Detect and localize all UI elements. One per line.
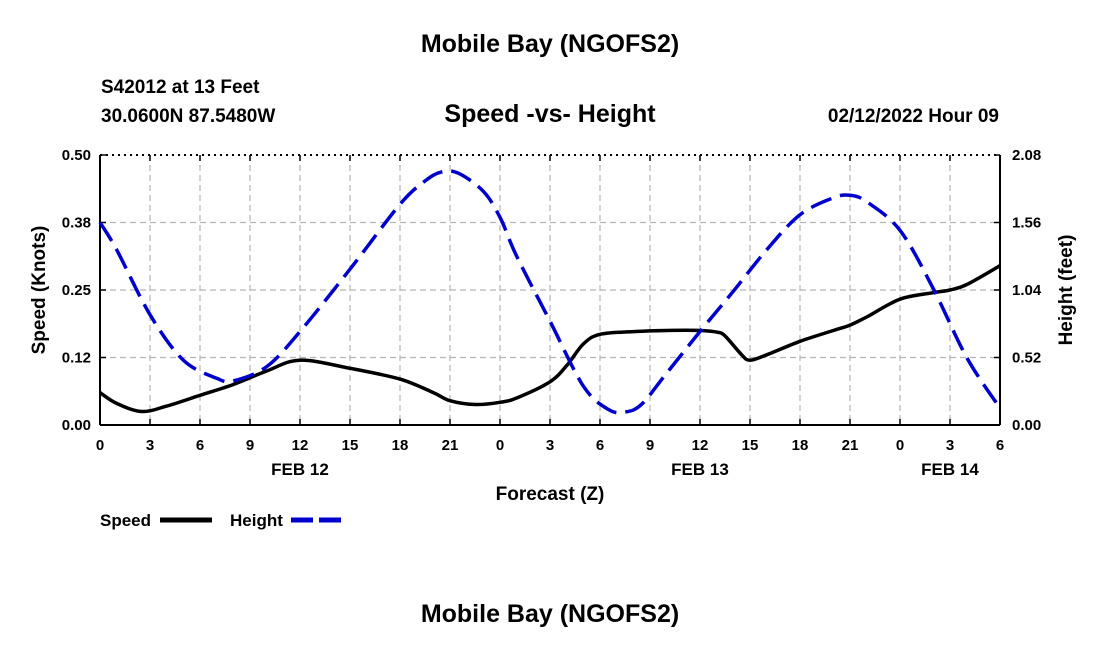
x-tick-label: 0 <box>96 437 104 454</box>
y-tick-label: 0.12 <box>62 350 91 367</box>
x-tick-label: 15 <box>742 437 759 454</box>
date-label: FEB 14 <box>921 460 979 479</box>
x-tick-label: 15 <box>342 437 359 454</box>
x-tick-label: 9 <box>246 437 254 454</box>
coordinates-label: 30.0600N 87.5480W <box>101 106 276 127</box>
x-tick-label: 9 <box>646 437 654 454</box>
bottom-title: Mobile Bay (NGOFS2) <box>420 600 680 628</box>
y-tick-label: 0.38 <box>62 215 91 232</box>
y-tick-label: 0.50 <box>62 147 91 164</box>
station-label: S42012 at 13 Feet <box>101 77 260 98</box>
x-tick-label: 12 <box>692 437 709 454</box>
plot-title: Speed -vs- Height <box>444 100 656 128</box>
y2-tick-label: 1.56 <box>1012 215 1041 232</box>
speed-series-line <box>99 264 1001 414</box>
x-tick-label: 0 <box>896 437 904 454</box>
x-tick-label: 18 <box>392 437 409 454</box>
x-tick-label: 12 <box>292 437 309 454</box>
x-tick-label: 3 <box>546 437 554 454</box>
y-tick-label: 0.00 <box>62 417 91 434</box>
main-title: Mobile Bay (NGOFS2) <box>420 30 680 58</box>
forecast-datetime: 02/12/2022 Hour 09 <box>827 106 999 127</box>
x-tick-label: 21 <box>442 437 459 454</box>
x-tick-label: 6 <box>596 437 604 454</box>
y2-tick-label: 2.08 <box>1012 147 1041 164</box>
legend-speed-label: Speed <box>100 511 151 530</box>
x-tick-label: 6 <box>996 437 1004 454</box>
date-label: FEB 12 <box>271 460 329 479</box>
y2-tick-label: 0.52 <box>1012 350 1041 367</box>
x-tick-label: 0 <box>496 437 504 454</box>
x-tick-label: 6 <box>196 437 204 454</box>
y2-axis-title: Height (feet) <box>1056 235 1077 346</box>
x-axis-title: Forecast (Z) <box>496 484 605 505</box>
x-tick-label: 3 <box>146 437 154 454</box>
y-tick-label: 0.25 <box>62 282 91 299</box>
x-tick-label: 21 <box>842 437 859 454</box>
y-axis-title: Speed (Knots) <box>29 226 50 355</box>
legend-height-label: Height <box>230 511 283 530</box>
y2-tick-label: 0.00 <box>1012 417 1041 434</box>
height-series-line <box>98 169 1002 415</box>
date-label: FEB 13 <box>671 460 729 479</box>
x-tick-label: 18 <box>792 437 809 454</box>
y2-tick-label: 1.04 <box>1012 282 1042 299</box>
x-tick-label: 3 <box>946 437 954 454</box>
